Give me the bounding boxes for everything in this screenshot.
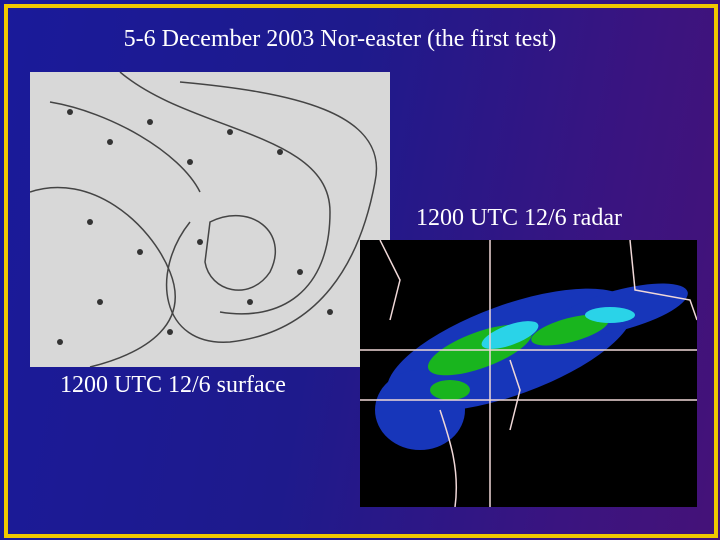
isobar <box>165 81 378 343</box>
coastline <box>509 359 521 431</box>
isobars <box>30 72 378 367</box>
map-mark <box>277 149 283 155</box>
surface-map <box>30 72 390 367</box>
map-mark <box>67 109 73 115</box>
slide-border <box>4 4 718 538</box>
map-mark <box>87 219 93 225</box>
map-mark <box>430 380 470 400</box>
boundary <box>379 240 401 321</box>
slide-title: 5-6 December 2003 Nor-easter (the first … <box>123 26 557 52</box>
map-mark <box>107 139 113 145</box>
map-mark <box>167 329 173 335</box>
radar-caption: 1200 UTC 12/6 radar <box>416 205 622 231</box>
map-mark <box>297 269 303 275</box>
map-mark <box>197 239 203 245</box>
map-mark <box>187 159 193 165</box>
radar-echo-cyan <box>481 307 635 349</box>
map-mark <box>147 119 153 125</box>
map-boundaries <box>360 240 697 507</box>
map-mark <box>585 307 635 323</box>
radar-image <box>360 240 697 507</box>
coastline <box>439 409 458 507</box>
boundary <box>629 240 697 321</box>
isobar <box>30 186 176 367</box>
map-mark <box>247 299 253 305</box>
map-background <box>30 72 390 367</box>
map-mark <box>137 249 143 255</box>
isobar <box>204 215 277 291</box>
map-mark <box>327 309 333 315</box>
map-mark <box>97 299 103 305</box>
station-marks <box>57 109 333 345</box>
map-mark <box>227 129 233 135</box>
surface-caption: 1200 UTC 12/6 surface <box>60 372 286 398</box>
map-mark <box>531 314 609 346</box>
isobar <box>119 72 331 315</box>
map-mark <box>481 321 539 349</box>
map-mark <box>57 339 63 345</box>
isobar <box>49 101 201 193</box>
